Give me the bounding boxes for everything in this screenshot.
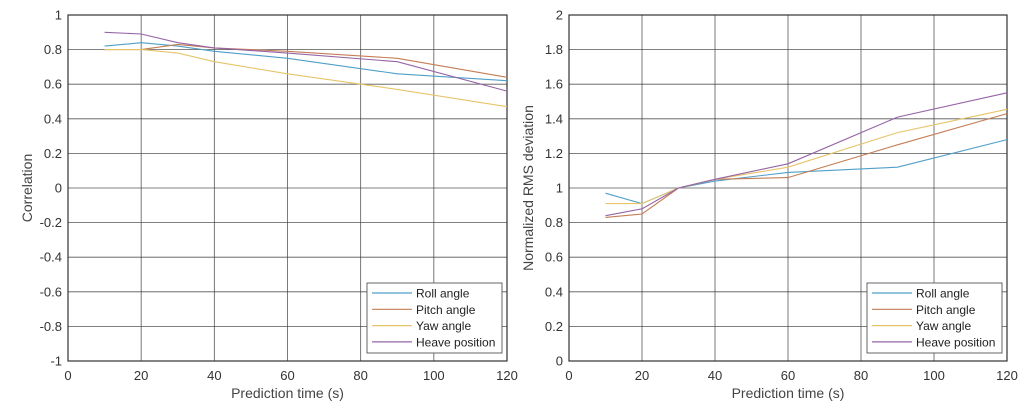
x-tick-label: 20 <box>635 368 649 383</box>
y-tick-label: -0.2 <box>40 215 62 230</box>
y-tick-label: 0.8 <box>545 215 563 230</box>
legend: Roll angle Pitch angle Yaw angle Heave posi… <box>366 282 503 354</box>
x-tick-label: 60 <box>280 368 294 383</box>
legend-label: Pitch angle <box>916 303 976 317</box>
legend-label: Pitch angle <box>416 303 476 317</box>
y-tick-label: 1.2 <box>545 146 563 161</box>
chart-2: 0 20 40 60 80 100 120 0 0.2 0.4 0.6 0.8 1 1.2 1.4 1.6 1.… <box>520 8 1018 402</box>
legend-label: Roll angle <box>916 287 970 301</box>
legend-label: Yaw angle <box>416 319 471 333</box>
x-axis-label: Prediction time (s) <box>732 385 845 401</box>
series-line-heave-position <box>104 31 508 92</box>
y-tick-label: -1 <box>50 354 62 369</box>
x-tick-label: 120 <box>496 368 518 383</box>
y-tick-label: 1.4 <box>545 111 563 126</box>
legend-label: Heave position <box>916 335 995 349</box>
x-tick-label: 80 <box>353 368 367 383</box>
x-axis-label: Prediction time (s) <box>231 385 344 401</box>
y-tick-label: 0.6 <box>44 77 62 92</box>
y-axis-label: Normalized RMS deviation <box>520 105 536 271</box>
x-tick-label: 100 <box>423 368 445 383</box>
x-tick-label: 60 <box>781 368 795 383</box>
y-tick-label: -0.8 <box>40 319 62 334</box>
y-tick-label: 0.2 <box>545 319 563 334</box>
y-tick-label: 0 <box>556 354 563 369</box>
series-line-heave-position <box>605 92 1008 217</box>
y-tick-label: 0.6 <box>545 250 563 265</box>
x-tick-label: 120 <box>996 368 1018 383</box>
x-tick-label: 100 <box>923 368 945 383</box>
legend-label: Heave position <box>416 335 495 349</box>
y-tick-label: -0.6 <box>40 284 62 299</box>
y-tick-label: 1 <box>55 8 62 23</box>
y-tick-label: 0 <box>55 181 62 196</box>
legend-label: Yaw angle <box>916 319 971 333</box>
y-tick-label: 1.6 <box>545 77 563 92</box>
y-tick-label: 0.8 <box>44 42 62 57</box>
x-tick-label: 0 <box>565 368 572 383</box>
x-tick-label: 40 <box>207 368 221 383</box>
y-tick-label: 1.8 <box>545 42 563 57</box>
y-tick-label: 1 <box>556 181 563 196</box>
x-tick-label: 0 <box>64 368 71 383</box>
legend: Roll angle Pitch angle Yaw angle Heave posi… <box>866 282 1003 354</box>
series-line-roll-angle <box>104 42 508 82</box>
y-tick-label: 0.2 <box>44 146 62 161</box>
axes-frame <box>568 14 1008 362</box>
chart-1: 0 20 40 60 80 100 120 -1 -0.8 -0.6 -0.4 -0.2 0 0.2 0.4… <box>19 8 518 402</box>
series-line-yaw-angle <box>104 49 508 108</box>
axes-frame <box>67 14 508 362</box>
y-tick-label: -0.4 <box>40 250 62 265</box>
y-tick-label: 0.4 <box>545 284 563 299</box>
y-tick-label: 0.4 <box>44 111 62 126</box>
y-axis-label: Correlation <box>19 154 35 222</box>
y-tick-label: 2 <box>556 8 563 23</box>
x-tick-label: 80 <box>854 368 868 383</box>
x-tick-label: 20 <box>134 368 148 383</box>
x-tick-label: 40 <box>708 368 722 383</box>
legend-label: Roll angle <box>416 287 470 301</box>
